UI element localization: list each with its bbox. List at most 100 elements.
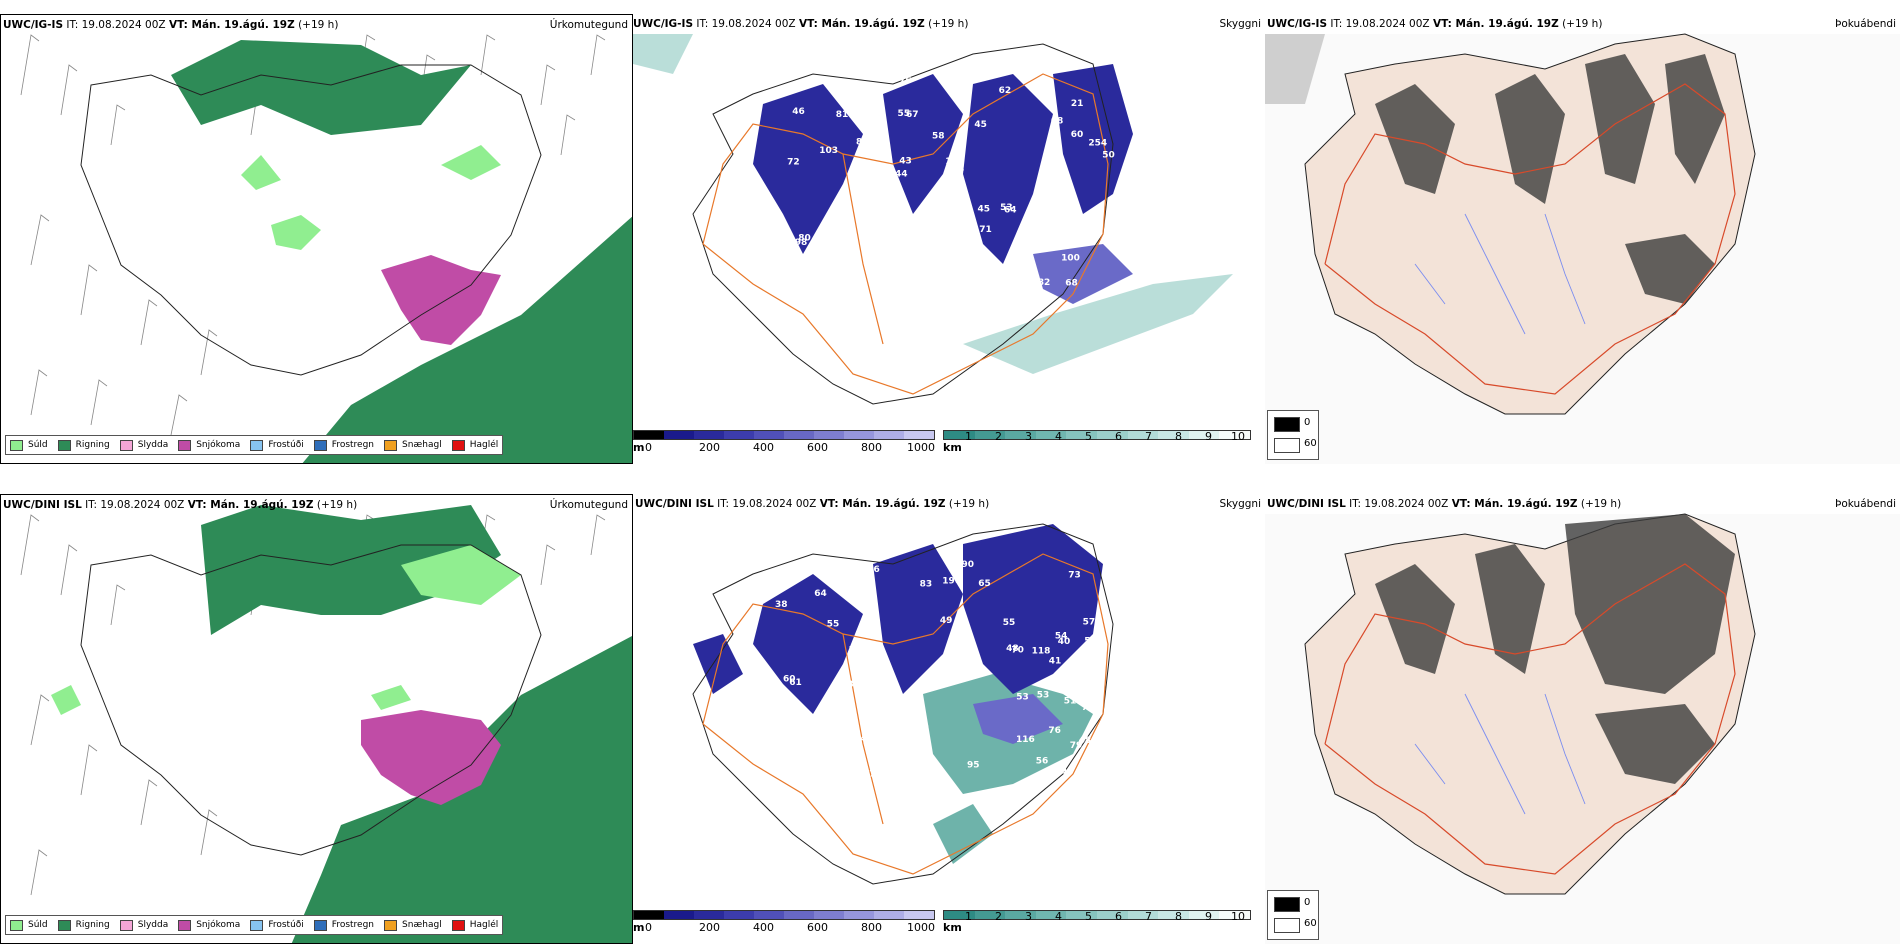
fog-legend-high: 60 — [1304, 918, 1317, 929]
cloud-ceiling-value: 72 — [1103, 730, 1116, 740]
fog-header-row2: UWC/DINI ISL IT: 19.08.2024 00Z VT: Mán.… — [1267, 498, 1621, 510]
cloud-ceiling-value: 43 — [889, 182, 902, 192]
cloud-ceiling-value: 65 — [978, 579, 991, 589]
roads — [1324, 83, 1736, 395]
cloud-ceiling-value: 38 — [775, 600, 788, 610]
cloud-ceiling-value: 63 — [917, 724, 930, 734]
precip-title-row2: Úrkomutegund — [549, 499, 628, 511]
legend-label: Haglél — [469, 440, 499, 450]
cloud-ceiling-value: 53 — [1037, 690, 1050, 700]
legend-item: Frostúði — [250, 439, 304, 451]
swatch — [250, 439, 264, 451]
visibility-tick: 10 — [1231, 910, 1245, 923]
swatch — [57, 919, 71, 931]
precip-map-row1 — [20, 34, 632, 463]
cloud-ceiling-value: 56 — [1036, 756, 1049, 766]
cloud-ceiling-value: 82 — [1038, 278, 1051, 288]
ceiling-tick: 0 — [645, 441, 652, 454]
cloud-ceiling-value: 43 — [899, 157, 912, 167]
cloud-ceiling-value: 47 — [860, 735, 873, 745]
cloud-ceiling-value: 86 — [895, 248, 908, 258]
legend-item: Slydda — [119, 919, 169, 931]
cloudbase-panel-row1: 68 72 21 43 45 73 55 58 80 52 75 57 67 47 64 46 76 50 45 60… — [633, 14, 1263, 464]
lead-time: (+19 h) — [298, 19, 339, 31]
swatch — [57, 439, 71, 451]
valid-time: VT: Mán. 19.ágú. 19Z — [1451, 498, 1578, 510]
cloud-ceiling-value: 83 — [920, 580, 933, 590]
visibility-colorbar-row2: km 1 2 3 4 5 6 7 8 9 10 — [943, 910, 1253, 938]
legend-item: Snjókoma — [178, 919, 240, 931]
low-ceiling-area — [693, 524, 1103, 714]
cloud-ceiling-value: 54 — [1055, 631, 1068, 641]
cloudbase-map-row1: 68 72 21 43 45 73 55 58 80 52 75 57 67 47 64 46 76 50 45 60… — [633, 34, 1233, 405]
ceiling-tick: 1000 — [907, 921, 935, 934]
legend-label: Snæhagl — [402, 920, 442, 930]
cloud-ceiling-value: 76 — [1048, 726, 1061, 736]
valid-time: VT: Mán. 19.ágú. 19Z — [187, 499, 314, 511]
fog-swatch-low — [1274, 417, 1300, 432]
valid-time: VT: Mán. 19.ágú. 19Z — [798, 18, 925, 30]
cloud-ceiling-value: 46 — [792, 107, 805, 117]
legend-label: Rigning — [75, 440, 110, 450]
legend-label: Slydda — [137, 440, 169, 450]
ceiling-tick: 400 — [753, 441, 774, 454]
cloud-ceiling-value: 398 — [789, 238, 808, 248]
drizzle-area — [51, 545, 521, 715]
visibility-tick: 3 — [1025, 430, 1032, 443]
ceiling-tick: 600 — [807, 921, 828, 934]
iceland-outline — [692, 523, 1114, 885]
cloud-ceiling-value: 118 — [1032, 646, 1051, 656]
cloud-ceiling-value: 64 — [814, 589, 827, 599]
swatch — [10, 919, 23, 931]
cloudbase-title-row2: Skyggni — [1219, 498, 1262, 510]
iceland-outline — [80, 64, 542, 376]
cloud-ceiling-value: 90 — [962, 560, 975, 570]
legend-label: Slydda — [137, 920, 169, 930]
visibility-tick: 4 — [1055, 430, 1062, 443]
cloud-numbers-row1: 68 72 21 43 45 73 55 58 80 52 75 57 67 47 64 46 76 50 45 60… — [773, 76, 1115, 301]
cloud-ceiling-value: 67 — [906, 110, 919, 120]
cloud-ceiling-value: 80 — [798, 233, 811, 243]
lead-time: (+19 h) — [1562, 18, 1603, 30]
cloud-ceiling-value: 68 — [1051, 116, 1064, 126]
ceiling-colorbar-row1: m 0 200 400 600 800 1000 — [633, 430, 943, 458]
cloud-ceiling-value: 177 — [945, 157, 964, 167]
fog-swatch-low — [1274, 897, 1300, 912]
fog-header-row1: UWC/IG-IS IT: 19.08.2024 00Z VT: Mán. 19… — [1267, 18, 1602, 30]
swatch — [451, 439, 465, 451]
legend-item: Snæhagl — [384, 919, 442, 931]
init-time: IT: 19.08.2024 00Z — [66, 19, 166, 31]
visibility-tick: 7 — [1145, 910, 1152, 923]
legend-label: Frostúði — [268, 440, 304, 450]
cloud-ceiling-value: 58 — [1084, 637, 1097, 647]
legend-item: Slydda — [119, 439, 169, 451]
cloud-ceiling-value: 81 — [836, 110, 849, 120]
init-time: IT: 19.08.2024 00Z — [1330, 18, 1430, 30]
cloudbase-map-row2: 76 57 48 49 47 46 54 47 73 55 58 38 41 49 64 64 79 38 63 40… — [692, 523, 1116, 885]
cloud-ceiling-value: 116 — [1016, 735, 1035, 745]
cloud-ceiling-value: 95 — [967, 760, 980, 770]
model-name: UWC/IG-IS — [3, 19, 64, 31]
cloud-ceiling-value: 76 — [899, 76, 912, 86]
valid-time: VT: Mán. 19.ágú. 19Z — [168, 19, 295, 31]
cloud-ceiling-value: 102 — [946, 163, 965, 173]
legend-item: Frostúði — [250, 919, 304, 931]
visibility-bar — [943, 910, 1251, 920]
cloudbase-panel-row2: 76 57 48 49 47 46 54 47 73 55 58 38 41 49 64 64 79 38 63 40… — [633, 494, 1263, 944]
snow-area — [361, 710, 501, 805]
fog-dark-areas — [1375, 54, 1725, 304]
cloud-ceiling-value: 10 — [1054, 766, 1067, 776]
rain-area-north — [171, 40, 471, 135]
legend-label: Frostúði — [268, 920, 304, 930]
visibility-bar — [943, 430, 1251, 440]
cloud-ceiling-value: 57 — [1083, 617, 1096, 627]
legend-item: Rigning — [57, 919, 110, 931]
cloudbase-header-row1: UWC/IG-IS IT: 19.08.2024 00Z VT: Mán. 19… — [633, 18, 968, 30]
visibility-tick: 6 — [1115, 430, 1122, 443]
cloud-ceiling-value: 48 — [1079, 736, 1092, 746]
visibility-tick: 7 — [1145, 430, 1152, 443]
init-time: IT: 19.08.2024 00Z — [696, 18, 796, 30]
swatch — [451, 919, 465, 931]
ceiling-tick: 200 — [699, 441, 720, 454]
ceiling-bar — [633, 910, 935, 920]
